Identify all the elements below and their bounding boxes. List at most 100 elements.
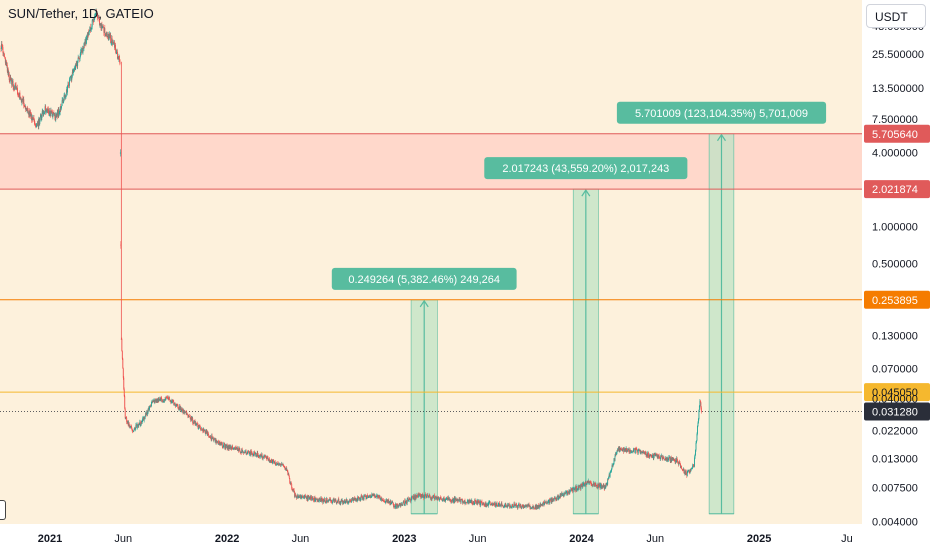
candle-body <box>468 499 470 501</box>
candle-body <box>409 498 411 500</box>
candle-body <box>195 422 197 425</box>
candle-body <box>237 447 239 451</box>
candle-body <box>133 431 134 432</box>
candle-body <box>406 498 408 504</box>
candle-body <box>226 444 228 449</box>
candle-body <box>449 498 451 500</box>
candle-body <box>613 464 614 465</box>
candle-body <box>108 34 110 38</box>
candle-body <box>589 481 591 483</box>
candle-body <box>633 448 635 450</box>
candle-body <box>635 448 637 450</box>
candle-body <box>580 485 581 489</box>
candle-body <box>359 498 361 499</box>
candle-body <box>65 93 67 97</box>
candle-body <box>500 503 502 506</box>
candle-body <box>168 397 170 400</box>
candle-body <box>325 502 327 504</box>
candle-body <box>658 455 660 458</box>
candle-body <box>410 500 412 502</box>
candle-body <box>242 451 244 453</box>
candle-body <box>28 112 30 115</box>
candle-body <box>300 497 302 499</box>
candle-body <box>475 501 477 503</box>
candle-body <box>377 494 379 498</box>
candle-body <box>227 446 229 449</box>
candle-body <box>375 496 377 498</box>
candle-body <box>699 400 701 406</box>
candle-body <box>148 408 150 410</box>
candle-body <box>349 499 351 502</box>
candle-body <box>518 504 520 506</box>
candle-body <box>549 499 551 504</box>
candle-body <box>370 497 372 498</box>
candle-body <box>350 500 352 503</box>
candle-body <box>582 483 584 487</box>
candle-body <box>619 448 621 451</box>
candle-body <box>246 453 248 455</box>
candle-body <box>192 418 194 423</box>
candle-body <box>270 460 272 462</box>
candle-body <box>42 110 44 114</box>
candle-body <box>669 456 671 460</box>
symbol-title[interactable]: SUN/Tether, 1D, GATEIO <box>8 6 154 21</box>
candle-body <box>536 506 538 509</box>
candle-body <box>403 500 405 503</box>
candle-body <box>561 493 563 496</box>
candle-body <box>124 396 126 409</box>
candle-body <box>564 492 566 494</box>
candle-body <box>368 495 370 497</box>
candle-body <box>153 400 155 403</box>
candle-body <box>184 411 186 413</box>
candle-body <box>243 452 245 453</box>
candle-body <box>64 94 66 96</box>
candle-body <box>150 406 152 408</box>
currency-button[interactable]: USDT <box>866 4 926 28</box>
candle-body <box>18 94 20 98</box>
candle-body <box>433 495 435 500</box>
candle-body <box>529 505 530 507</box>
candle-body <box>55 114 57 117</box>
candle-body <box>423 495 425 499</box>
candle-body <box>662 456 664 459</box>
candle-body <box>196 423 198 425</box>
panel-toggle-handle[interactable] <box>0 500 6 520</box>
candle-body <box>73 69 75 72</box>
candle-body <box>684 471 686 475</box>
candle-body <box>667 458 669 461</box>
candle-body <box>373 494 375 497</box>
candle-body <box>510 505 512 508</box>
candle-body <box>37 121 39 125</box>
candle-body <box>246 453 248 455</box>
candle-body <box>582 482 584 487</box>
candle-body <box>309 498 311 500</box>
candle-body <box>479 501 481 506</box>
candle-body <box>466 502 468 504</box>
candle-body <box>311 499 313 501</box>
candle-body <box>559 494 561 497</box>
candle-body <box>87 32 89 35</box>
candle-body <box>284 468 286 470</box>
candle-body <box>170 400 172 403</box>
price-tick-label: 0.013000 <box>872 453 918 465</box>
candle-body <box>46 108 48 111</box>
candle-body <box>646 453 648 457</box>
candle-body <box>52 113 54 117</box>
candle-body <box>420 495 422 498</box>
candle-body <box>545 501 547 504</box>
candle-body <box>674 460 676 462</box>
price-tick-label: 0.130000 <box>872 331 918 343</box>
candle-body <box>307 496 309 500</box>
candle-body <box>294 492 296 497</box>
candle-body <box>2 52 4 54</box>
candle-body <box>116 53 117 55</box>
candle-body <box>228 445 230 449</box>
candle-body <box>287 473 289 475</box>
candle-body <box>166 397 167 399</box>
candle-body <box>653 454 655 457</box>
candle-body <box>143 416 145 421</box>
candle-body <box>596 484 598 487</box>
candle-body <box>24 106 26 108</box>
candle-body <box>420 495 422 498</box>
